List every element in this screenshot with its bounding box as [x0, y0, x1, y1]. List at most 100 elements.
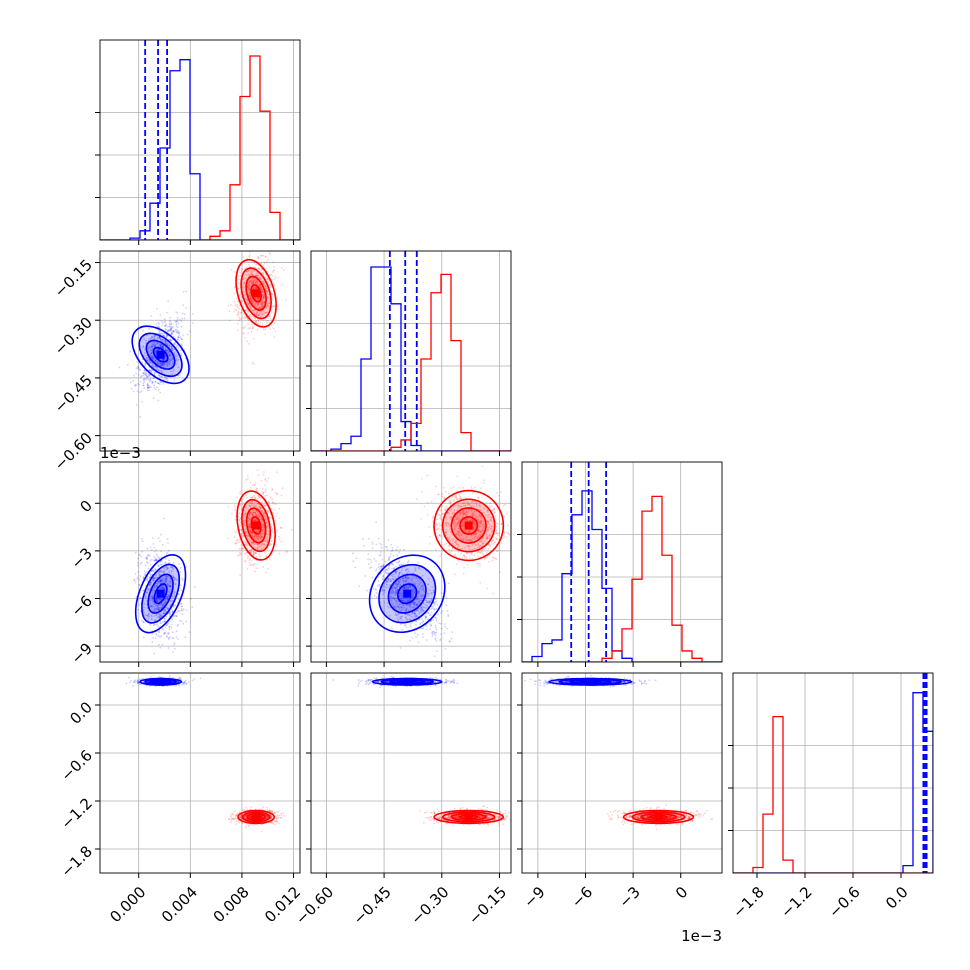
scatter-point	[252, 282, 255, 285]
scatter-point	[253, 287, 256, 290]
scatter-point	[276, 492, 278, 495]
scatter-point	[169, 592, 172, 594]
scatter-point	[159, 580, 162, 582]
scatter-point	[245, 298, 248, 300]
scatter-point	[371, 576, 374, 579]
scatter-point	[180, 337, 183, 340]
scatter-point	[167, 562, 170, 565]
scatter-point	[166, 311, 168, 314]
scatter-point	[179, 619, 181, 622]
scatter-point	[157, 564, 160, 567]
scatter-point	[148, 347, 150, 350]
scatter-point	[176, 320, 178, 323]
scatter-point	[145, 578, 148, 581]
scatter-point	[145, 378, 148, 380]
scatter-point	[175, 636, 178, 638]
scatter-point	[157, 389, 160, 391]
scatter-point	[436, 650, 438, 653]
scatter-point	[271, 271, 274, 274]
scatter-point	[162, 580, 165, 582]
scatter-point	[158, 564, 160, 567]
scatter-point	[168, 620, 171, 623]
scatter-point	[263, 284, 266, 287]
scatter-point	[177, 338, 179, 341]
scatter-point	[153, 602, 156, 605]
scatter-point	[255, 530, 258, 533]
scatter-point	[167, 608, 169, 611]
scatter-point	[160, 344, 163, 347]
scatter-point	[244, 315, 246, 317]
scatter-point	[265, 516, 268, 519]
scatter-point	[147, 350, 150, 353]
scatter-point	[261, 302, 264, 305]
scatter-point	[160, 369, 163, 372]
scatter-point	[248, 281, 250, 284]
scatter-point	[265, 525, 268, 527]
scatter-point	[144, 596, 147, 598]
scatter-point	[257, 276, 260, 279]
scatter-point	[170, 339, 173, 342]
scatter-point	[267, 305, 270, 308]
scatter-point	[143, 573, 146, 576]
scatter-point	[171, 599, 174, 602]
scatter-point	[143, 611, 145, 614]
scatter-point	[185, 609, 188, 612]
scatter-point	[257, 257, 260, 260]
scatter-point	[167, 330, 169, 333]
scatter-point	[168, 571, 171, 574]
scatter-point	[164, 632, 167, 634]
scatter-point	[150, 614, 153, 617]
scatter-point	[156, 616, 159, 619]
scatter-point	[174, 343, 177, 346]
contour-level	[131, 325, 190, 385]
scatter-point	[147, 375, 150, 378]
scatter-point	[162, 581, 164, 584]
scatter-point	[265, 287, 268, 290]
scatter-point	[237, 300, 239, 303]
scatter-point	[163, 617, 166, 620]
scatter-point	[147, 562, 149, 564]
scatter-point	[249, 561, 251, 564]
scatter-point	[252, 277, 255, 280]
scatter-point	[163, 608, 166, 611]
scatter-point	[247, 284, 250, 287]
scatter-point	[250, 272, 253, 275]
scatter-point	[170, 570, 173, 573]
scatter-point	[175, 331, 178, 333]
scatter-point	[159, 383, 161, 386]
scatter-point	[153, 589, 156, 592]
scatter-point	[153, 546, 156, 549]
scatter-point	[146, 614, 149, 617]
scatter-point	[152, 577, 155, 580]
scatter-point	[253, 266, 256, 269]
scatter-point	[165, 575, 168, 578]
scatter-point	[173, 591, 176, 594]
scatter-point	[165, 377, 168, 379]
scatter-point	[174, 647, 176, 650]
scatter-point	[251, 323, 254, 326]
scatter-point	[158, 329, 161, 332]
scatter-point	[138, 579, 141, 581]
scatter-point	[273, 284, 276, 287]
scatter-point	[239, 293, 242, 296]
scatter-point	[175, 323, 178, 326]
scatter-point	[165, 565, 168, 568]
scatter-point	[425, 625, 428, 628]
scatter-point	[170, 329, 173, 332]
scatter-point	[168, 363, 171, 366]
scatter-point	[244, 513, 246, 516]
scatter-point	[134, 383, 137, 386]
scatter-point	[272, 270, 275, 272]
scatter-point	[255, 536, 257, 538]
scatter-point	[257, 298, 260, 300]
scatter-point	[155, 607, 158, 610]
scatter-point	[163, 572, 166, 575]
scatter-point	[233, 292, 236, 295]
scatter-point	[169, 345, 172, 347]
scatter-point	[260, 254, 263, 257]
scatter-point	[255, 314, 257, 316]
scatter-point	[247, 269, 250, 272]
scatter-point	[158, 348, 161, 351]
scatter-point	[165, 340, 167, 343]
